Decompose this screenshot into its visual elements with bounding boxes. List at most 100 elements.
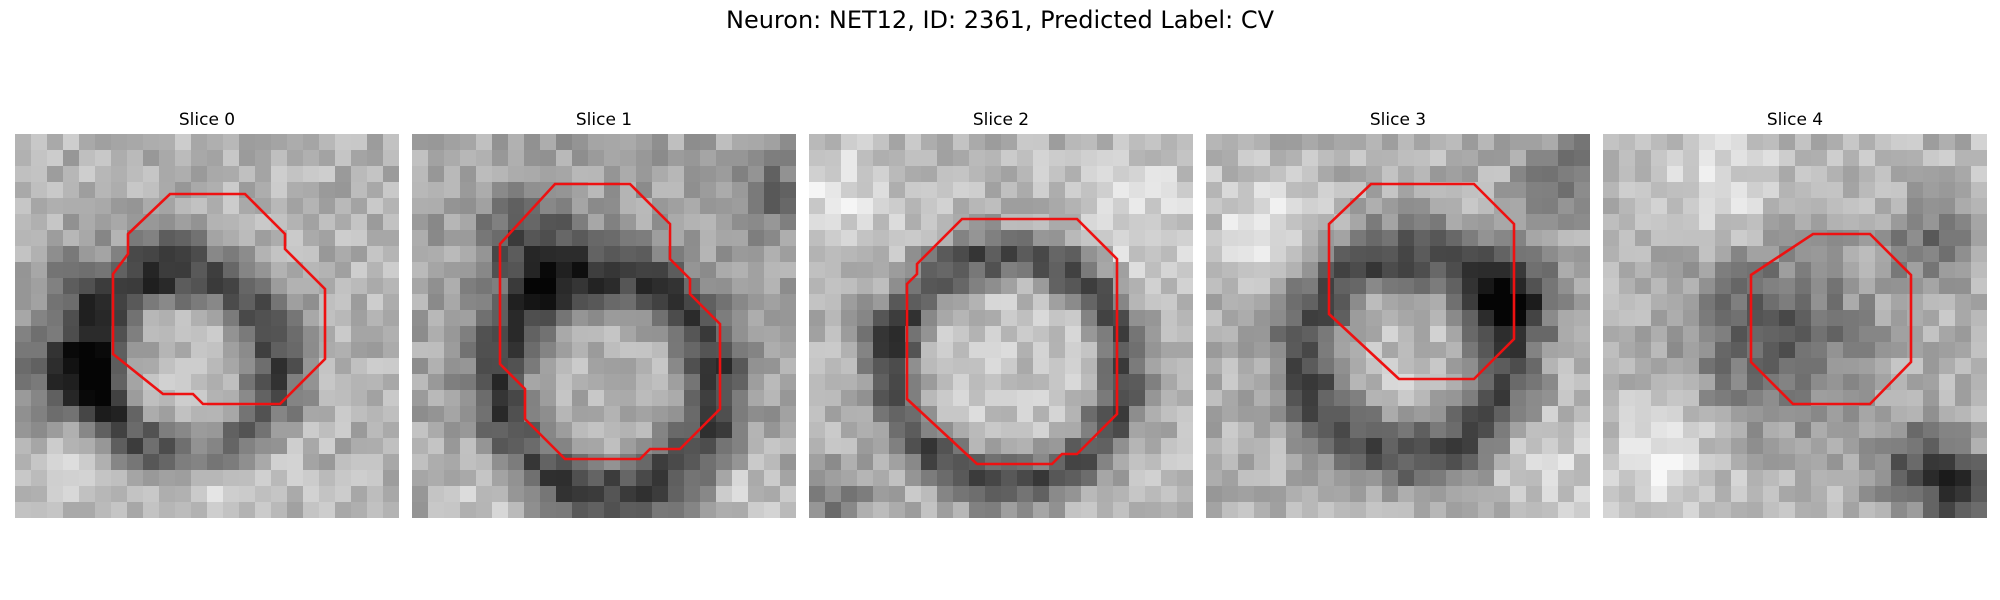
image-pixel <box>1635 246 1652 263</box>
image-pixel <box>1971 294 1987 311</box>
image-pixel <box>1907 166 1924 183</box>
image-pixel <box>31 182 48 199</box>
image-pixel <box>700 134 717 151</box>
image-pixel <box>1430 374 1447 391</box>
image-pixel <box>1827 134 1844 151</box>
image-pixel <box>540 486 557 503</box>
image-pixel <box>1270 310 1287 327</box>
image-pixel <box>1270 246 1287 263</box>
image-pixel <box>1907 230 1924 247</box>
image-pixel <box>841 150 858 167</box>
image-pixel <box>1286 166 1303 183</box>
image-pixel <box>412 486 429 503</box>
image-pixel <box>1161 134 1178 151</box>
image-pixel <box>1683 486 1700 503</box>
image-pixel <box>588 470 605 487</box>
image-pixel <box>1875 278 1892 295</box>
image-pixel <box>1526 374 1543 391</box>
image-pixel <box>937 454 954 471</box>
image-pixel <box>319 198 336 215</box>
image-pixel <box>1462 150 1479 167</box>
image-pixel <box>492 470 509 487</box>
image-pixel <box>524 326 541 343</box>
image-pixel <box>351 358 368 375</box>
image-pixel <box>47 422 64 439</box>
image-pixel <box>1699 182 1716 199</box>
image-pixel <box>1955 390 1972 407</box>
image-pixel <box>684 230 701 247</box>
image-pixel <box>95 198 112 215</box>
image-pixel <box>1382 502 1399 518</box>
image-pixel <box>873 134 890 151</box>
image-pixel <box>1446 390 1463 407</box>
image-pixel <box>175 390 192 407</box>
image-pixel <box>588 246 605 263</box>
image-pixel <box>255 486 272 503</box>
image-pixel <box>524 262 541 279</box>
image-pixel <box>1859 406 1876 423</box>
image-pixel <box>1683 374 1700 391</box>
image-pixel <box>700 198 717 215</box>
image-pixel <box>63 230 80 247</box>
image-pixel <box>780 342 796 359</box>
image-pixel <box>1635 502 1652 518</box>
image-pixel <box>159 310 176 327</box>
image-pixel <box>1302 294 1319 311</box>
image-pixel <box>780 278 796 295</box>
image-pixel <box>287 486 304 503</box>
image-pixel <box>572 214 589 231</box>
image-pixel <box>127 262 144 279</box>
image-pixel <box>652 278 669 295</box>
image-pixel <box>1494 198 1511 215</box>
image-pixel <box>604 294 621 311</box>
image-pixel <box>1955 294 1972 311</box>
image-pixel <box>271 198 288 215</box>
image-pixel <box>47 342 64 359</box>
image-pixel <box>1939 470 1956 487</box>
image-pixel <box>1033 502 1050 518</box>
image-pixel <box>1430 310 1447 327</box>
image-pixel <box>1651 246 1668 263</box>
image-pixel <box>1635 134 1652 151</box>
image-pixel <box>444 150 461 167</box>
image-pixel <box>303 134 320 151</box>
image-pixel <box>969 150 986 167</box>
image-pixel <box>1350 182 1367 199</box>
image-pixel <box>1049 342 1066 359</box>
image-pixel <box>889 342 906 359</box>
image-pixel <box>1859 214 1876 231</box>
image-pixel <box>367 166 384 183</box>
image-pixel <box>716 406 733 423</box>
image-pixel <box>1238 214 1255 231</box>
image-pixel <box>1206 406 1223 423</box>
image-pixel <box>953 486 970 503</box>
image-pixel <box>127 246 144 263</box>
image-pixel <box>63 326 80 343</box>
image-pixel <box>732 150 749 167</box>
image-pixel <box>1619 390 1636 407</box>
image-pixel <box>351 438 368 455</box>
image-pixel <box>1747 182 1764 199</box>
image-pixel <box>540 342 557 359</box>
image-pixel <box>652 342 669 359</box>
image-pixel <box>1510 294 1527 311</box>
image-pixel <box>684 246 701 263</box>
image-pixel <box>588 214 605 231</box>
image-pixel <box>1731 150 1748 167</box>
image-pixel <box>1302 246 1319 263</box>
image-pixel <box>367 486 384 503</box>
image-pixel <box>1619 502 1636 518</box>
image-pixel <box>1939 438 1956 455</box>
image-pixel <box>1382 294 1399 311</box>
image-pixel <box>1923 182 1940 199</box>
image-pixel <box>1161 390 1178 407</box>
image-pixel <box>588 374 605 391</box>
image-pixel <box>191 374 208 391</box>
image-pixel <box>1478 278 1495 295</box>
image-pixel <box>1161 310 1178 327</box>
image-pixel <box>652 438 669 455</box>
image-pixel <box>1574 134 1590 151</box>
image-pixel <box>1574 198 1590 215</box>
image-pixel <box>1382 134 1399 151</box>
image-pixel <box>809 374 826 391</box>
